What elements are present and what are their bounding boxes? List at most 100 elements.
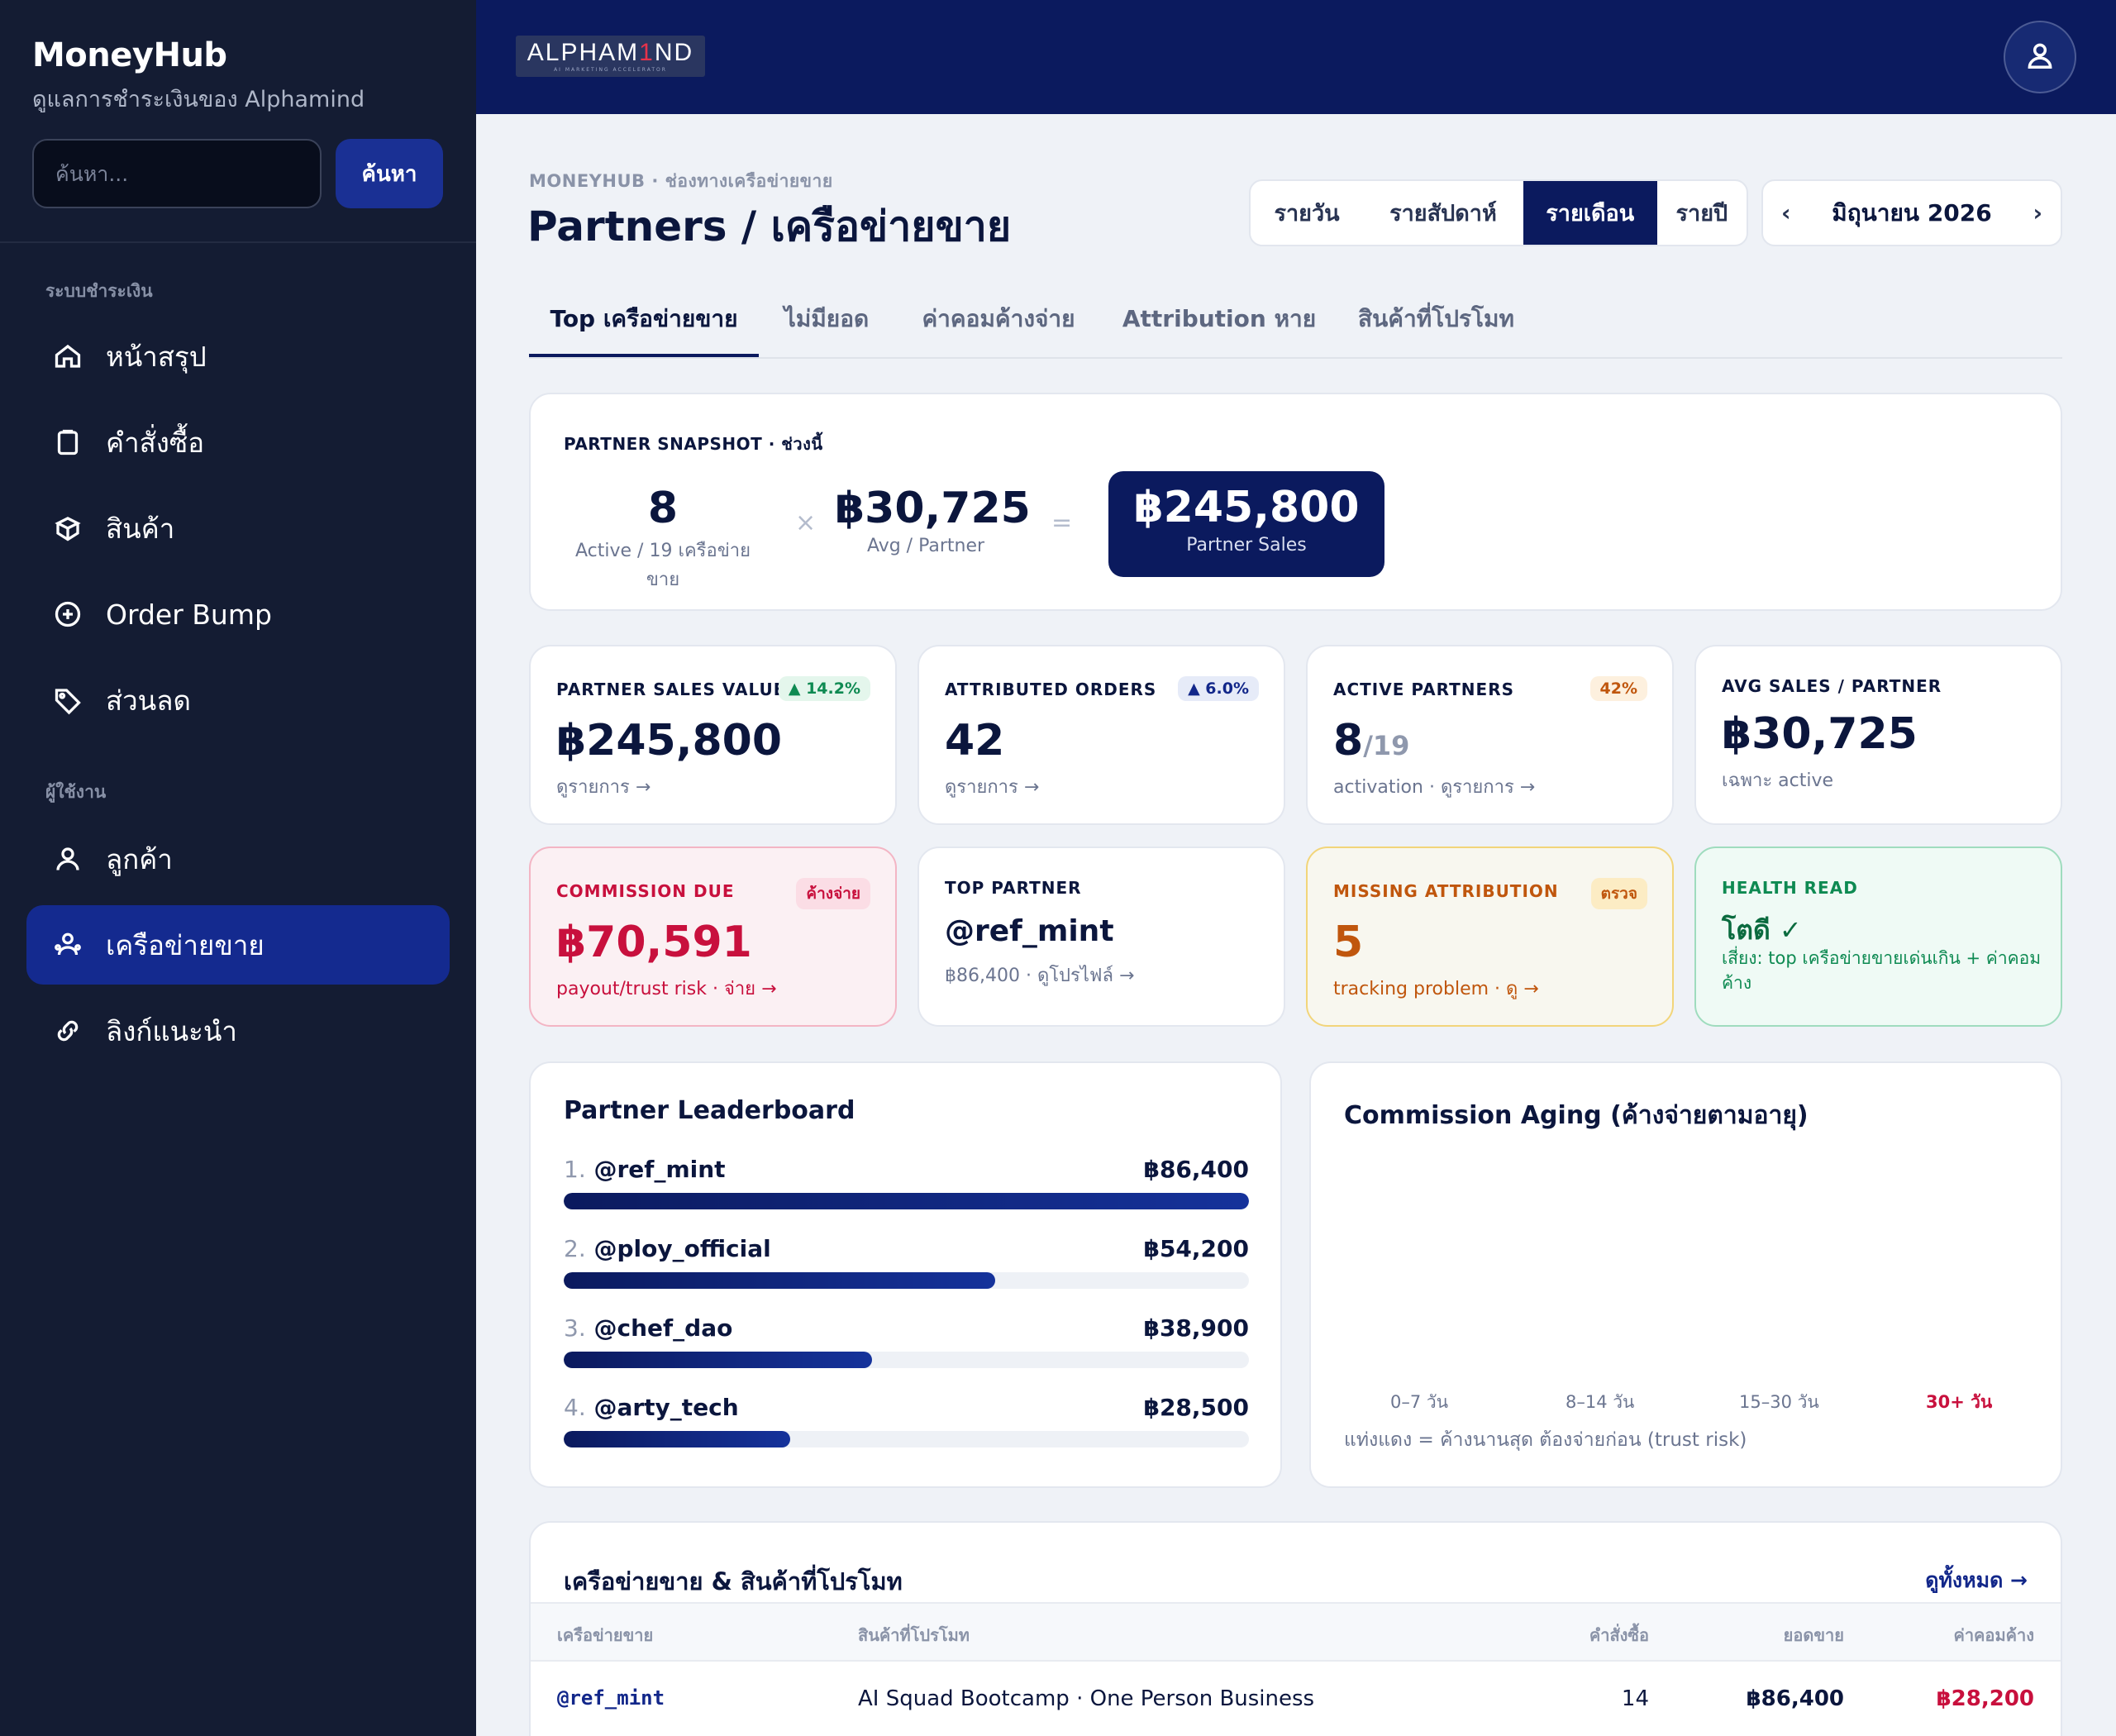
period-monthly[interactable]: รายเดือน (1523, 181, 1657, 245)
period-daily[interactable]: รายวัน (1274, 201, 1340, 227)
snapshot-active-value: 8 (647, 484, 679, 533)
kpi-card-active-partners[interactable]: ACTIVE PARTNERS 42% 8/19 activation · ดู… (1306, 645, 1674, 825)
tag-icon (53, 685, 83, 715)
column-header[interactable]: ยอดขาย (1783, 1625, 1844, 1645)
leaderboard-row[interactable]: 3. @chef_dao ฿38,900 (564, 1314, 1249, 1368)
view-all-link[interactable]: ดูทั้งหมด → (1925, 1568, 2028, 1592)
leaderboard-row[interactable]: 1. @ref_mint ฿86,400 (564, 1156, 1249, 1209)
sidebar-item-label: ลูกค้า (106, 842, 173, 875)
alert-card-top-partner[interactable]: TOP PARTNER @ref_mint ฿86,400 · ดูโปรไฟล… (917, 847, 1285, 1027)
sidebar: MoneyHub ดูแลการชำระเงินของ Alphamind ค้… (0, 0, 476, 1736)
sidebar-item-customers[interactable]: ลูกค้า (26, 819, 450, 899)
home-icon (53, 341, 83, 371)
kpi-label: ATTRIBUTED ORDERS (945, 680, 1157, 699)
aging-bucket-label: 30+ วัน (1926, 1392, 1993, 1412)
partner-amount: ฿86,400 (1143, 1156, 1249, 1183)
partner-amount: ฿28,500 (1143, 1394, 1249, 1421)
tab-promoted-products[interactable]: สินค้าที่โปรโมท (1358, 305, 1514, 332)
column-header[interactable]: เครือข่ายขาย (557, 1625, 654, 1645)
aging-bucket-label: 0–7 วัน (1390, 1392, 1449, 1412)
search-input[interactable] (32, 139, 322, 208)
tab-top-partners[interactable]: Top เครือข่ายขาย (529, 298, 759, 357)
trend-badge: ▲ 14.2% (778, 676, 870, 701)
tab-no-sales[interactable]: ไม่มียอด (784, 305, 870, 332)
alphamind-logo[interactable]: ALPHAM1ND AI MARKETING ACCELERATOR (516, 36, 705, 77)
kpi-value: ฿30,725 (1722, 709, 1918, 759)
user-icon (2024, 40, 2056, 74)
snapshot-active: 8 Active / 19 เครือข่ายขาย (564, 484, 762, 594)
kpi-label: PARTNER SALES VALUE (556, 680, 786, 699)
partner-name: @arty_tech (593, 1394, 739, 1421)
rank: 1. (564, 1156, 586, 1183)
view-list-link[interactable]: activation · ดูรายการ → (1333, 777, 1536, 798)
leaderboard-row[interactable]: 4. @arty_tech ฿28,500 (564, 1394, 1249, 1447)
aging-bucket-label: 8–14 วัน (1566, 1392, 1635, 1412)
snapshot-label: PARTNER SNAPSHOT · ช่วงนี้ (564, 434, 823, 454)
rank: 4. (564, 1394, 586, 1421)
section-label-payment: ระบบชำระเงิน (45, 281, 153, 301)
sidebar-item-partners[interactable]: เครือข่ายขาย (26, 905, 450, 985)
product-name: AI Squad Bootcamp · One Person Business (858, 1686, 1315, 1711)
leaderboard-row[interactable]: 2. @ploy_official ฿54,200 (564, 1235, 1249, 1289)
sidebar-item-orders[interactable]: คำสั่งซื้อ (26, 403, 450, 482)
progress-fill (564, 1352, 873, 1368)
snapshot-avg: ฿30,725 Avg / Partner (835, 484, 1031, 556)
kpi-card-partner-sales[interactable]: PARTNER SALES VALUE ▲ 14.2% ฿245,800 ดูร… (529, 645, 897, 825)
chevron-left-icon[interactable]: ‹ (1781, 199, 1791, 227)
view-profile-link[interactable]: ฿86,400 · ดูโปรไฟล์ → (945, 966, 1135, 986)
trend-badge: ▲ 6.0% (1178, 676, 1259, 701)
activation-badge: 42% (1589, 676, 1647, 701)
partner-leaderboard-card: Partner Leaderboard 1. @ref_mint ฿86,400 … (529, 1061, 1282, 1488)
kpi-card-attributed-orders[interactable]: ATTRIBUTED ORDERS ▲ 6.0% 42 ดูรายการ → (917, 645, 1285, 825)
alert-card-commission-due[interactable]: COMMISSION DUE ค้างจ่าย ฿70,591 payout/t… (529, 847, 897, 1027)
commission-aging-card: Commission Aging (ค้างจ่ายตามอายุ) 0–7 ว… (1309, 1061, 2062, 1488)
user-avatar-button[interactable] (2004, 21, 2076, 93)
sidebar-item-referral-links[interactable]: ลิงก์แนะนำ (26, 991, 450, 1071)
sidebar-item-label: เครือข่ายขาย (106, 928, 264, 961)
tab-commission-due[interactable]: ค่าคอมค้างจ่าย (922, 305, 1075, 332)
column-header[interactable]: คำสั่งซื้อ (1589, 1625, 1649, 1645)
commission-amount: ฿28,200 (1936, 1686, 2034, 1711)
snapshot-avg-value: ฿30,725 (835, 484, 1031, 533)
partner-amount: ฿38,900 (1143, 1314, 1249, 1342)
column-header[interactable]: ค่าคอมค้าง (1953, 1625, 2034, 1645)
times-sign: × (795, 508, 817, 537)
kpi-value: ฿70,591 (556, 918, 752, 967)
logo-tagline: AI MARKETING ACCELERATOR (554, 66, 667, 73)
breadcrumb: MONEYHUB · ช่องทางเครือข่ายขาย (529, 171, 833, 191)
box-icon (53, 513, 83, 543)
table-header: เครือข่ายขาย สินค้าที่โปรโมท คำสั่งซื้อ … (531, 1602, 2061, 1662)
column-header[interactable]: สินค้าที่โปรโมท (858, 1625, 970, 1645)
kpi-value-main: 8 (1333, 716, 1364, 765)
sidebar-item-label: ลิงก์แนะนำ (106, 1014, 237, 1047)
partner-handle[interactable]: @ref_mint (557, 1686, 665, 1710)
sidebar-item-order-bump[interactable]: Order Bump (26, 575, 450, 654)
sidebar-item-products[interactable]: สินค้า (26, 489, 450, 568)
tab-missing-attribution[interactable]: Attribution หาย (1122, 305, 1317, 332)
kpi-value: @ref_mint (945, 914, 1114, 948)
pay-link[interactable]: payout/trust risk · จ่าย → (556, 979, 777, 999)
sidebar-item-dashboard[interactable]: หน้าสรุป (26, 317, 450, 396)
view-list-link[interactable]: ดูรายการ → (945, 777, 1040, 798)
page-title: Partners / เครือข่ายขาย (527, 203, 1012, 250)
view-list-link[interactable]: ดูรายการ → (556, 777, 651, 798)
partner-snapshot-card: PARTNER SNAPSHOT · ช่วงนี้ 8 Active / 19… (529, 393, 2062, 611)
period-weekly[interactable]: รายสัปดาห์ (1389, 201, 1497, 227)
alert-card-missing-attribution[interactable]: MISSING ATTRIBUTION ตรวจ 5 tracking prob… (1306, 847, 1674, 1027)
chevron-right-icon[interactable]: › (2033, 199, 2042, 227)
snapshot-total-caption: Partner Sales (1186, 535, 1307, 556)
kpi-value: 42 (945, 716, 1005, 765)
brand-subtitle: ดูแลการชำระเงินของ Alphamind (32, 87, 365, 112)
sidebar-item-discounts[interactable]: ส่วนลด (26, 661, 450, 740)
period-yearly[interactable]: รายปี (1675, 201, 1728, 227)
kpi-value-total: /19 (1363, 730, 1410, 761)
brand-name: MoneyHub (32, 36, 227, 74)
kpi-label: ACTIVE PARTNERS (1333, 680, 1514, 699)
month-label: มิถุนายน 2026 (1832, 198, 1992, 227)
view-link[interactable]: tracking problem · ดู → (1333, 979, 1539, 999)
search-button[interactable]: ค้นหา (336, 139, 443, 208)
snapshot-total: ฿245,800 Partner Sales (1108, 471, 1384, 577)
kpi-value: โตดี ✓ (1722, 914, 1802, 946)
users-icon (53, 930, 83, 960)
sidebar-item-label: Order Bump (106, 598, 272, 631)
